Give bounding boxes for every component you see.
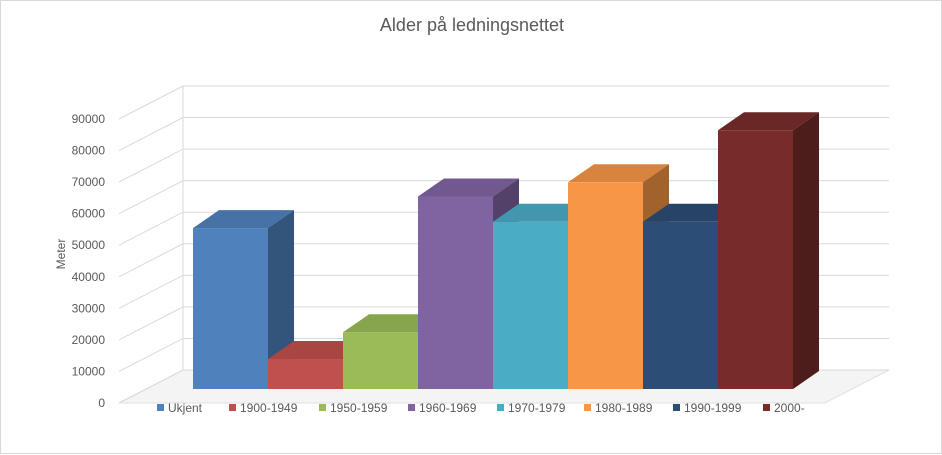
legend-swatch [763, 404, 770, 411]
bar-side-face [268, 210, 294, 389]
legend-label: 2000- [774, 401, 805, 415]
y-tick-label: 60000 [72, 207, 106, 221]
y-tick-label: 50000 [72, 238, 106, 252]
bar-front-face [193, 228, 268, 389]
legend-label: 1950-1959 [330, 401, 388, 415]
legend-item: 1980-1989 [584, 401, 653, 415]
y-tick-label: 40000 [72, 270, 106, 284]
legend-item: 2000- [763, 401, 805, 415]
y-tick-label: 10000 [72, 364, 106, 378]
bar-2000- [718, 112, 819, 389]
chart-title: Alder på ledningsnettet [380, 15, 564, 35]
legend-label: 1970-1979 [508, 401, 566, 415]
legend-label: 1900-1949 [240, 401, 298, 415]
bar-front-face [493, 221, 568, 389]
legend-label: 1990-1999 [684, 401, 742, 415]
bar-top-face [193, 210, 294, 229]
legend-swatch [229, 404, 236, 411]
bar-side-face [793, 112, 819, 389]
legend-item: 1970-1979 [497, 401, 566, 415]
legend-item: 1900-1949 [229, 401, 298, 415]
legend-item: 1960-1969 [408, 401, 477, 415]
legend-label: 1960-1969 [419, 401, 477, 415]
bar-front-face [568, 182, 643, 389]
bar-top-face [568, 164, 669, 183]
legend: Ukjent 1900-1949 1950-1959 1960-1969 1970-19… [157, 401, 805, 415]
legend-swatch [319, 404, 326, 411]
legend-label: Ukjent [168, 401, 203, 415]
legend-swatch [157, 404, 164, 411]
bar-front-face [643, 221, 718, 389]
y-tick-label: 30000 [72, 301, 106, 315]
y-tick-label: 90000 [72, 112, 106, 126]
y-axis-ticks: 0 10000 20000 30000 40000 50000 60000 70000 8000… [72, 112, 106, 410]
y-tick-label: 70000 [72, 175, 106, 189]
bar-top-face [418, 178, 519, 197]
legend-swatch [673, 404, 680, 411]
legend-swatch [408, 404, 415, 411]
y-tick-label: 20000 [72, 333, 106, 347]
bar-front-face [418, 196, 493, 389]
bar-front-face [268, 359, 343, 389]
legend-swatch [497, 404, 504, 411]
legend-item: 1950-1959 [319, 401, 388, 415]
legend-swatch [584, 404, 591, 411]
y-tick-label: 0 [98, 396, 105, 410]
bar-Ukjent [193, 210, 294, 389]
legend-item: Ukjent [157, 401, 203, 415]
legend-label: 1980-1989 [595, 401, 653, 415]
bar-top-face [718, 112, 819, 131]
legend-item: 1990-1999 [673, 401, 742, 415]
bar-front-face [718, 130, 793, 389]
bar-front-face [343, 332, 418, 389]
y-axis-label: Meter [54, 239, 68, 270]
y-tick-label: 80000 [72, 144, 106, 158]
bars [193, 112, 819, 389]
